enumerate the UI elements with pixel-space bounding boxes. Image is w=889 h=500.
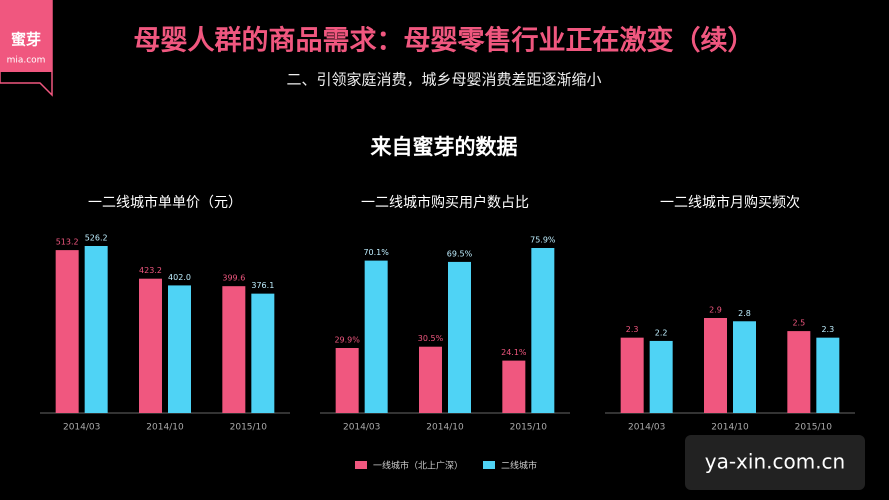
title: 母婴人群的商品需求：母婴零售行业正在激变（续） xyxy=(134,25,755,57)
legend-label: 二线城市 xyxy=(501,460,537,472)
logo-box xyxy=(0,0,52,72)
value-label: 75.9% xyxy=(530,236,556,245)
x-tick-label: 2015/10 xyxy=(795,423,833,433)
x-tick-label: 2014/03 xyxy=(63,423,100,433)
legend-swatch xyxy=(355,461,367,469)
value-label: 399.6 xyxy=(222,274,245,283)
legend-swatch xyxy=(483,461,495,469)
value-label: 30.5% xyxy=(418,334,444,343)
value-label: 402.0 xyxy=(168,273,191,282)
bar xyxy=(84,246,108,413)
chart-title: 一二线城市月购买频次 xyxy=(660,194,800,211)
watermark: ya-xin.com.cn xyxy=(705,450,845,474)
bar xyxy=(620,337,644,413)
value-label: 376.1 xyxy=(251,281,274,290)
logo-sub: mia.com xyxy=(7,56,46,66)
value-label: 2.5 xyxy=(792,319,805,328)
value-label: 29.9% xyxy=(334,336,360,345)
bar xyxy=(816,337,840,413)
value-label: 423.2 xyxy=(139,266,162,275)
bar xyxy=(448,261,471,413)
x-tick-label: 2015/10 xyxy=(510,423,548,433)
x-tick-label: 2014/10 xyxy=(146,423,184,433)
value-label: 69.5% xyxy=(447,249,473,258)
x-tick-label: 2014/10 xyxy=(711,423,749,433)
bar xyxy=(531,248,555,413)
section-title: 来自蜜芽的数据 xyxy=(371,135,518,159)
bar xyxy=(222,286,246,413)
value-label: 24.1% xyxy=(501,348,527,357)
value-label: 526.2 xyxy=(85,234,108,243)
subtitle: 二、引领家庭消费，城乡母婴消费差距逐渐缩小 xyxy=(286,71,601,89)
value-label: 2.2 xyxy=(655,328,668,337)
x-tick-label: 2014/10 xyxy=(426,423,464,433)
x-tick-label: 2014/03 xyxy=(343,423,380,433)
logo-text: 蜜芽 xyxy=(11,31,41,49)
bar xyxy=(649,340,673,413)
value-label: 70.1% xyxy=(363,248,389,257)
value-label: 2.8 xyxy=(738,309,751,318)
x-tick-label: 2015/10 xyxy=(230,423,268,433)
bar xyxy=(251,293,275,413)
bar xyxy=(704,318,727,413)
bar xyxy=(55,250,79,413)
watermark-box xyxy=(685,435,865,490)
bar xyxy=(502,360,526,413)
bar xyxy=(168,285,191,413)
bar xyxy=(139,278,162,413)
chart-title: 一二线城市单单价（元） xyxy=(88,194,242,211)
bar xyxy=(335,348,359,413)
value-label: 2.3 xyxy=(821,325,834,334)
value-label: 2.9 xyxy=(709,306,722,315)
value-label: 2.3 xyxy=(626,325,639,334)
chart-title: 一二线城市购买用户数占比 xyxy=(361,194,529,211)
bar xyxy=(419,346,442,413)
bar xyxy=(364,260,388,413)
legend-label: 一线城市（北上广深） xyxy=(373,460,463,472)
bar xyxy=(733,321,756,413)
value-label: 513.2 xyxy=(56,238,79,247)
x-tick-label: 2014/03 xyxy=(628,423,665,433)
bar xyxy=(787,331,811,413)
logo-frame xyxy=(0,0,53,97)
